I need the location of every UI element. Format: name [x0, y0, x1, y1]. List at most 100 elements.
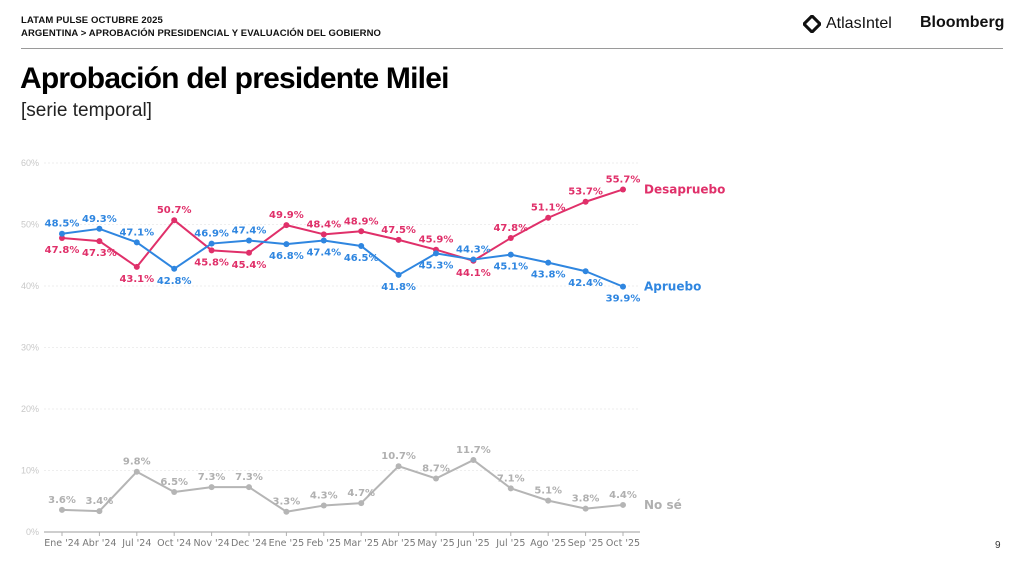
series-name-nos: No sé	[644, 498, 682, 512]
data-label-apruebo: 39.9%	[606, 294, 641, 305]
x-tick-label: Abr '25	[382, 538, 416, 549]
data-label-apruebo: 41.8%	[381, 282, 416, 293]
data-point-apruebo	[133, 239, 140, 246]
data-point-nos	[507, 485, 514, 492]
data-label-desapruebo: 47.8%	[493, 223, 528, 234]
data-label-nos: 3.4%	[86, 496, 114, 507]
data-label-nos: 7.1%	[497, 473, 525, 484]
data-point-apruebo	[59, 230, 65, 237]
data-label-apruebo: 42.8%	[157, 276, 192, 287]
data-point-nos	[358, 500, 365, 507]
data-point-nos	[208, 484, 215, 491]
data-point-apruebo	[246, 237, 252, 244]
data-label-nos: 7.3%	[198, 472, 226, 483]
data-point-nos	[433, 475, 439, 482]
data-point-apruebo	[171, 265, 178, 272]
data-label-desapruebo: 47.5%	[381, 225, 416, 236]
atlasintel-logo: AtlasIntel	[803, 15, 892, 33]
x-tick-label: May '25	[417, 538, 454, 549]
data-point-nos	[96, 508, 103, 515]
data-label-nos: 10.7%	[381, 451, 416, 462]
data-point-apruebo	[358, 243, 365, 250]
data-label-nos: 5.1%	[534, 486, 562, 497]
data-label-desapruebo: 50.7%	[157, 205, 192, 216]
data-point-desapruebo	[246, 249, 252, 256]
series-name-desapruebo: Desapruebo	[644, 182, 725, 196]
data-point-apruebo	[96, 225, 103, 232]
data-label-apruebo: 45.3%	[419, 260, 454, 271]
series-apruebo: 48.5% 49.3%47.1%42.8%46.9% 47.4%46.8% 47.4%…	[45, 214, 702, 305]
data-point-nos	[320, 502, 327, 509]
data-point-apruebo	[433, 250, 439, 257]
x-tick-label: Ago '25	[530, 538, 566, 549]
series-line-desapruebo	[61, 188, 624, 268]
data-label-nos: 4.7%	[347, 488, 375, 499]
data-point-nos	[470, 457, 477, 464]
data-point-desapruebo	[283, 222, 290, 229]
data-point-apruebo	[283, 241, 290, 248]
x-tick-label: Oct '24	[157, 538, 191, 549]
x-tick-label: Ene '24	[44, 538, 80, 549]
x-tick-label: Dec '24	[231, 538, 267, 549]
data-label-desapruebo: 45.4%	[232, 260, 267, 271]
y-tick-label: 0%	[26, 527, 39, 537]
series-name-apruebo: Apruebo	[644, 280, 701, 294]
data-label-apruebo: 42.4%	[568, 278, 603, 289]
data-label-desapruebo: 49.9%	[269, 210, 304, 221]
data-label-apruebo: 47.4%	[232, 225, 267, 236]
x-tick-label: Jul '25	[495, 538, 525, 549]
atlasintel-logo-text: AtlasIntel	[826, 15, 892, 32]
atlasintel-diamond-icon	[803, 15, 821, 33]
data-point-nos	[59, 506, 65, 513]
bloomberg-logo: Bloomberg	[920, 14, 1005, 31]
data-point-apruebo	[507, 251, 514, 258]
data-point-desapruebo	[59, 235, 65, 242]
data-label-apruebo: 46.5%	[344, 253, 379, 264]
data-label-desapruebo: 53.7%	[568, 187, 603, 198]
x-tick-label: Mar '25	[343, 538, 379, 549]
data-point-desapruebo	[208, 247, 215, 254]
data-label-apruebo: 49.3%	[82, 214, 117, 225]
data-point-nos	[283, 508, 290, 515]
x-tick-label: Sep '25	[568, 538, 604, 549]
data-label-apruebo: 46.8%	[269, 251, 304, 262]
data-label-desapruebo: 47.3%	[82, 248, 117, 259]
data-point-desapruebo	[96, 238, 103, 245]
y-tick-label: 30%	[21, 343, 39, 353]
x-tick-label: Feb '25	[307, 538, 342, 549]
data-label-nos: 4.3%	[310, 491, 338, 502]
data-point-nos	[395, 463, 402, 470]
data-label-nos: 11.7%	[456, 445, 491, 456]
y-tick-label: 60%	[21, 158, 39, 168]
series-layer: 47.8% 47.3%43.1%50.7%45.8% 45.4%49.9%48.4%…	[45, 174, 725, 515]
data-label-apruebo: 43.8%	[531, 270, 566, 281]
data-point-apruebo	[395, 271, 402, 278]
y-tick-label: 20%	[21, 404, 39, 414]
data-label-nos: 8.7%	[422, 463, 450, 474]
y-tick-label: 10%	[21, 466, 39, 476]
data-point-desapruebo	[507, 235, 514, 242]
data-point-nos	[582, 505, 589, 512]
data-label-desapruebo: 43.1%	[119, 274, 154, 285]
data-label-nos: 3.8%	[572, 494, 600, 505]
data-label-desapruebo: 45.8%	[194, 257, 229, 268]
data-point-nos	[246, 484, 252, 491]
data-point-desapruebo	[582, 198, 589, 205]
data-point-apruebo	[620, 283, 626, 290]
data-point-desapruebo	[358, 228, 365, 235]
page-subtitle: [serie temporal]	[21, 100, 152, 121]
data-point-apruebo	[208, 240, 215, 247]
x-tick-label: Jul '24	[121, 538, 151, 549]
report-kicker: LATAM PULSE OCTUBRE 2025	[21, 15, 163, 26]
series-line-nos	[61, 459, 624, 513]
data-label-apruebo: 47.1%	[119, 227, 154, 238]
data-label-apruebo: 46.9%	[194, 229, 229, 240]
data-label-nos: 6.5%	[160, 477, 188, 488]
data-label-apruebo: 44.3%	[456, 245, 491, 256]
data-label-nos: 4.4%	[609, 490, 637, 501]
data-label-nos: 7.3%	[235, 472, 263, 483]
data-label-apruebo: 48.5%	[45, 219, 80, 230]
data-point-apruebo	[320, 237, 327, 244]
data-label-apruebo: 45.1%	[493, 262, 528, 273]
